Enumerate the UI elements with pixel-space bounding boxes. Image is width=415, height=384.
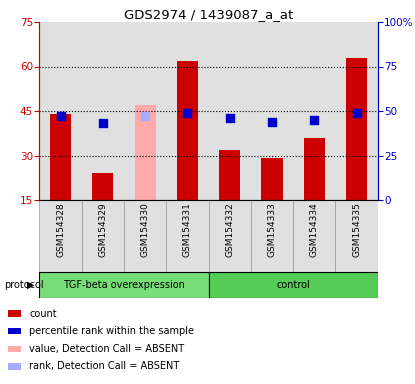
Text: TGF-beta overexpression: TGF-beta overexpression bbox=[63, 280, 185, 290]
Bar bbox=[335, 200, 378, 272]
Bar bbox=[8, 328, 21, 334]
Text: GSM154333: GSM154333 bbox=[267, 202, 276, 257]
Point bbox=[226, 115, 233, 121]
Bar bbox=[39, 22, 82, 200]
Bar bbox=[124, 22, 166, 200]
Text: GSM154330: GSM154330 bbox=[141, 202, 150, 257]
Bar bbox=[92, 173, 113, 200]
Bar bbox=[293, 200, 335, 272]
Bar bbox=[219, 149, 240, 200]
Point bbox=[269, 119, 275, 125]
Bar bbox=[251, 22, 293, 200]
Bar bbox=[304, 138, 325, 200]
Text: value, Detection Call = ABSENT: value, Detection Call = ABSENT bbox=[29, 344, 184, 354]
Bar bbox=[50, 114, 71, 200]
Bar bbox=[166, 22, 209, 200]
Text: GSM154335: GSM154335 bbox=[352, 202, 361, 257]
Text: percentile rank within the sample: percentile rank within the sample bbox=[29, 326, 194, 336]
Text: control: control bbox=[276, 280, 310, 290]
Text: count: count bbox=[29, 309, 57, 319]
Text: protocol: protocol bbox=[4, 280, 44, 290]
Point bbox=[142, 113, 149, 119]
Bar bbox=[251, 200, 293, 272]
Text: GSM154332: GSM154332 bbox=[225, 202, 234, 257]
Point bbox=[353, 110, 360, 116]
Point bbox=[184, 110, 191, 116]
Bar bbox=[134, 105, 156, 200]
Bar bbox=[39, 272, 209, 298]
Text: ▶: ▶ bbox=[27, 280, 35, 290]
Bar bbox=[177, 61, 198, 200]
Bar bbox=[166, 200, 209, 272]
Bar bbox=[335, 22, 378, 200]
Point bbox=[311, 117, 317, 123]
Bar bbox=[209, 272, 378, 298]
Point bbox=[100, 121, 106, 127]
Bar bbox=[8, 363, 21, 369]
Title: GDS2974 / 1439087_a_at: GDS2974 / 1439087_a_at bbox=[124, 8, 293, 21]
Bar bbox=[39, 200, 82, 272]
Text: GSM154329: GSM154329 bbox=[98, 202, 107, 257]
Text: GSM154334: GSM154334 bbox=[310, 202, 319, 257]
Bar bbox=[261, 159, 283, 200]
Bar bbox=[209, 200, 251, 272]
Bar bbox=[8, 310, 21, 317]
Bar bbox=[82, 22, 124, 200]
Text: rank, Detection Call = ABSENT: rank, Detection Call = ABSENT bbox=[29, 361, 179, 371]
Bar bbox=[293, 22, 335, 200]
Bar bbox=[209, 22, 251, 200]
Bar bbox=[346, 58, 367, 200]
Point bbox=[57, 113, 64, 119]
Text: GSM154331: GSM154331 bbox=[183, 202, 192, 257]
Bar bbox=[82, 200, 124, 272]
Text: GSM154328: GSM154328 bbox=[56, 202, 65, 257]
Bar bbox=[8, 346, 21, 352]
Bar bbox=[124, 200, 166, 272]
